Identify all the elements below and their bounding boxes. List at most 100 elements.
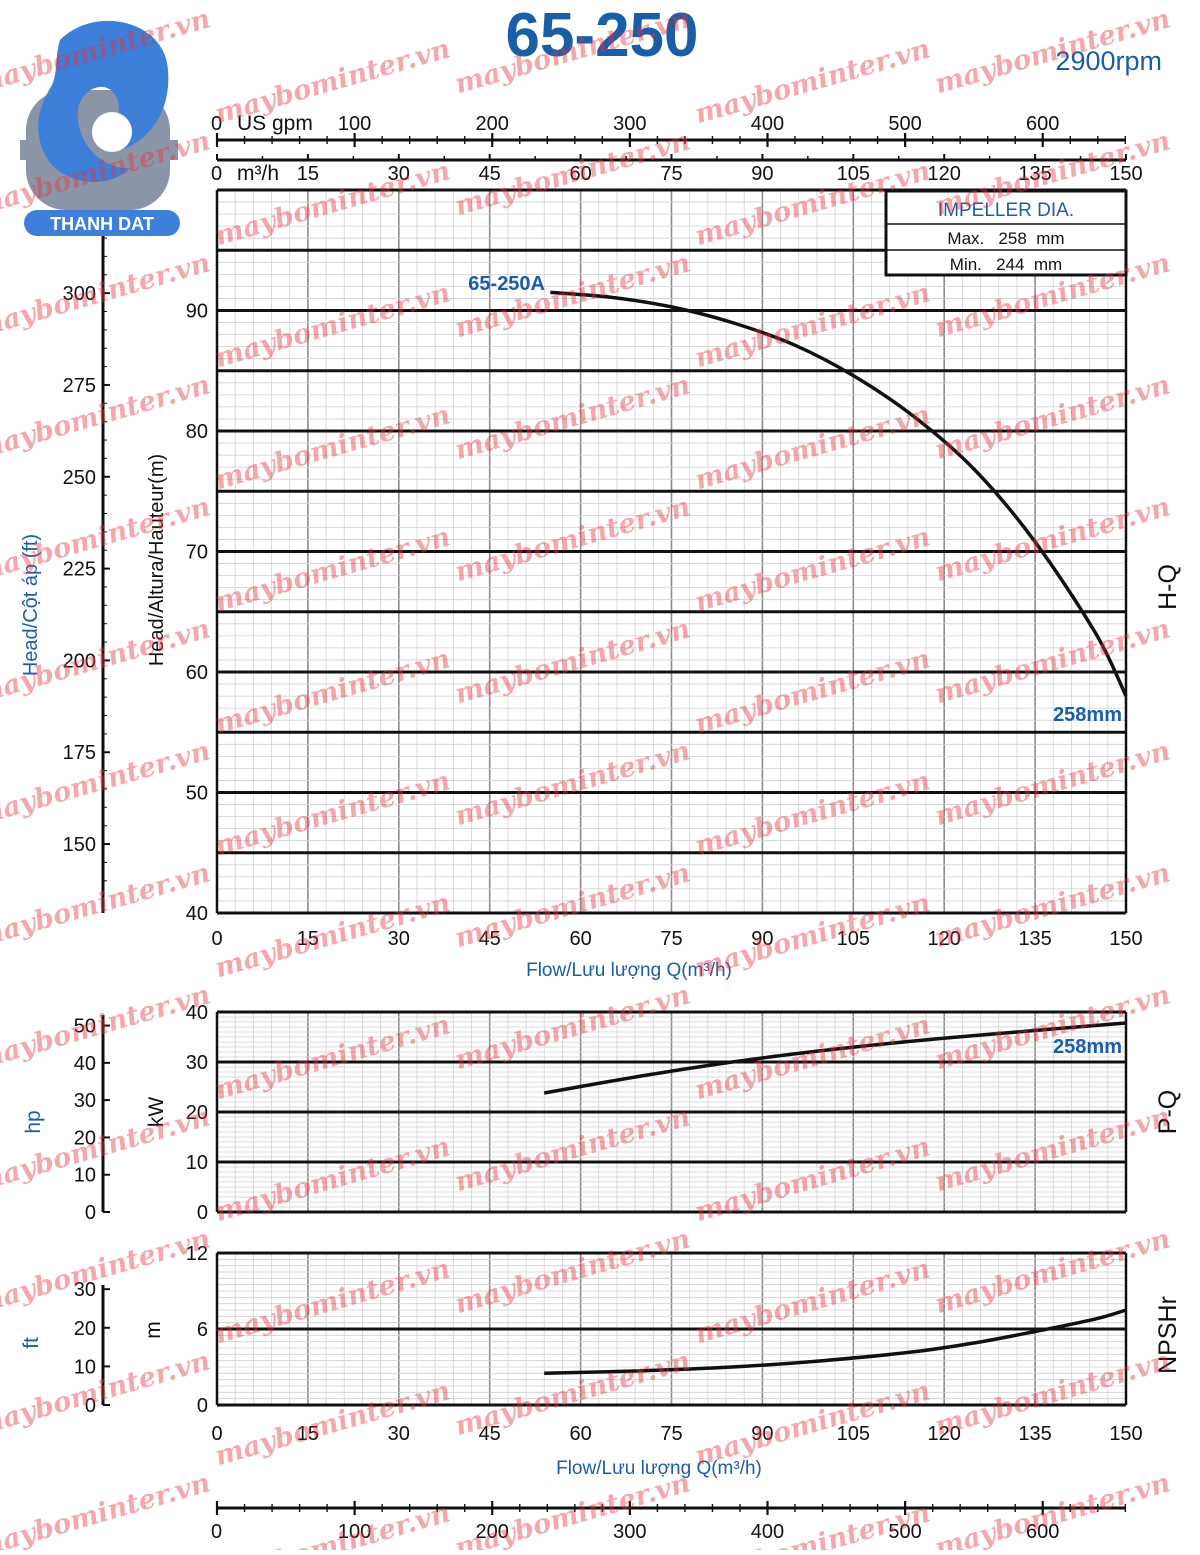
npsh-ft-tick-label: 0: [85, 1395, 96, 1417]
watermark-text: maybominter.vn: [211, 887, 453, 984]
watermark-text: maybominter.vn: [211, 1497, 453, 1550]
kw-axis-label: kW: [145, 1097, 168, 1128]
gpm-tick-label: 0: [211, 1521, 222, 1543]
top-m3h-tick-label: 135: [1018, 163, 1051, 185]
watermark-text: maybominter.vn: [0, 979, 214, 1076]
y-tick-label: 40: [186, 903, 208, 925]
x-tick-label: 0: [211, 928, 222, 950]
y-tick-label: 12: [186, 1243, 208, 1265]
gpm-tick-label: 300: [613, 113, 646, 135]
x-tick-label: 90: [751, 928, 773, 950]
top-m3h-tick-label: 120: [928, 163, 961, 185]
x-tick-label: 135: [1018, 1423, 1051, 1445]
watermark-text: maybominter.vn: [211, 33, 453, 130]
watermark-text: maybominter.vn: [211, 399, 453, 496]
pq-side-label: P-Q: [1154, 1090, 1182, 1134]
hq-x-axis-label: Flow/Lưu lượng Q(m³/h): [526, 960, 732, 981]
brand-name: THANH DAT: [50, 214, 154, 234]
curve-name-label: 65-250A: [468, 273, 545, 295]
speed-label: 2900rpm: [1055, 46, 1162, 76]
head-ft-tick-label: 175: [63, 742, 96, 764]
x-tick-label: 15: [297, 1423, 319, 1445]
watermark-text: maybominter.vn: [0, 735, 214, 832]
gpm-tick-label: 600: [1026, 1521, 1059, 1543]
x-tick-label: 60: [569, 928, 591, 950]
x-tick-label: 75: [660, 1423, 682, 1445]
watermark-text: maybominter.vn: [0, 1467, 214, 1550]
gpm-tick-label: 100: [338, 113, 371, 135]
y-tick-label: 60: [186, 662, 208, 684]
gpm-tick-label: 600: [1026, 113, 1059, 135]
top-m3h-tick-label: 90: [751, 163, 773, 185]
y-tick-label: 50: [186, 783, 208, 805]
head-ft-tick-label: 225: [63, 559, 96, 581]
hp-tick-label: 50: [74, 1016, 96, 1038]
x-tick-label: 0: [211, 1423, 222, 1445]
impeller-max: Max. 258 mm: [947, 229, 1064, 248]
watermark-text: maybominter.vn: [211, 521, 453, 618]
swirl-icon: [38, 20, 169, 182]
x-tick-label: 60: [569, 1423, 591, 1445]
thanh-dat-logo: THANH DAT: [20, 20, 180, 236]
watermark-text: maybominter.vn: [691, 643, 933, 740]
x-tick-label: 105: [837, 928, 870, 950]
chart-title: 65-250: [505, 1, 698, 70]
x-tick-label: 45: [479, 1423, 501, 1445]
y-tick-label: 20: [186, 1102, 208, 1124]
watermark-text: maybominter.vn: [691, 1375, 933, 1472]
y-tick-label: 70: [186, 542, 208, 564]
y-tick-label: 30: [186, 1052, 208, 1074]
gpm-tick-label: 200: [476, 1521, 509, 1543]
watermark-text: maybominter.vn: [451, 735, 693, 832]
us-gpm-unit: US gpm: [237, 112, 313, 135]
npsh-x-axis-label: Flow/Lưu lượng Q(m³/h): [556, 1458, 762, 1479]
gpm-tick-label: 500: [888, 1521, 921, 1543]
head-ft-tick-label: 275: [63, 375, 96, 397]
impeller-dia-box: IMPELLER DIA. Max. 258 mm Min. 244 mm: [884, 189, 1128, 277]
top-m3h-tick-label: 105: [837, 163, 870, 185]
watermark-text: maybominter.vn: [691, 765, 933, 862]
hp-tick-label: 10: [74, 1165, 96, 1187]
npsh-ft-tick-label: 30: [74, 1279, 96, 1301]
axes-layer: [101, 133, 1128, 1515]
logo-center: [92, 112, 132, 152]
top-m3h-tick-label: 60: [569, 163, 591, 185]
watermark-text: maybominter.vn: [211, 1375, 453, 1472]
gpm-tick-label: 300: [613, 1521, 646, 1543]
x-tick-label: 120: [928, 1423, 961, 1445]
curves-layer: [543, 290, 1128, 1376]
hp-tick-label: 0: [85, 1202, 96, 1224]
x-tick-label: 45: [479, 928, 501, 950]
gpm-tick-label: 400: [751, 1521, 784, 1543]
gpm-tick-label: 0: [211, 113, 222, 135]
watermark-text: maybominter.vn: [211, 1131, 453, 1228]
top-m3h-tick-label: 45: [479, 163, 501, 185]
watermark-text: maybominter.vn: [211, 643, 453, 740]
x-tick-label: 30: [388, 928, 410, 950]
top-m3h-tick-label: 15: [297, 163, 319, 185]
m-axis-label: m: [142, 1321, 165, 1339]
top-m3h-tick-label: 30: [388, 163, 410, 185]
m3h-unit: m³/h: [237, 162, 279, 185]
top-m3h-tick-label: 75: [660, 163, 682, 185]
watermark-text: maybominter.vn: [931, 1101, 1173, 1198]
head-ft-tick-label: 150: [63, 834, 96, 856]
hp-tick-label: 20: [74, 1127, 96, 1149]
gpm-tick-label: 400: [751, 113, 784, 135]
watermark-text: maybominter.vn: [0, 1223, 214, 1320]
curve-pq: [543, 1021, 1127, 1095]
y-tick-label: 90: [186, 301, 208, 323]
head-m-axis-label: Head/Altura/Hauteur(m): [146, 454, 168, 666]
watermark-text: maybominter.vn: [691, 399, 933, 496]
brand-banner: [24, 210, 180, 236]
watermark-text: maybominter.vn: [691, 521, 933, 618]
hp-tick-label: 30: [74, 1090, 96, 1112]
gpm-tick-label: 100: [338, 1521, 371, 1543]
y-tick-label: 6: [197, 1319, 208, 1341]
x-tick-label: 75: [660, 928, 682, 950]
hp-tick-label: 40: [74, 1053, 96, 1075]
watermark-text: maybominter.vn: [931, 369, 1173, 466]
hq-side-label: H-Q: [1154, 564, 1182, 610]
